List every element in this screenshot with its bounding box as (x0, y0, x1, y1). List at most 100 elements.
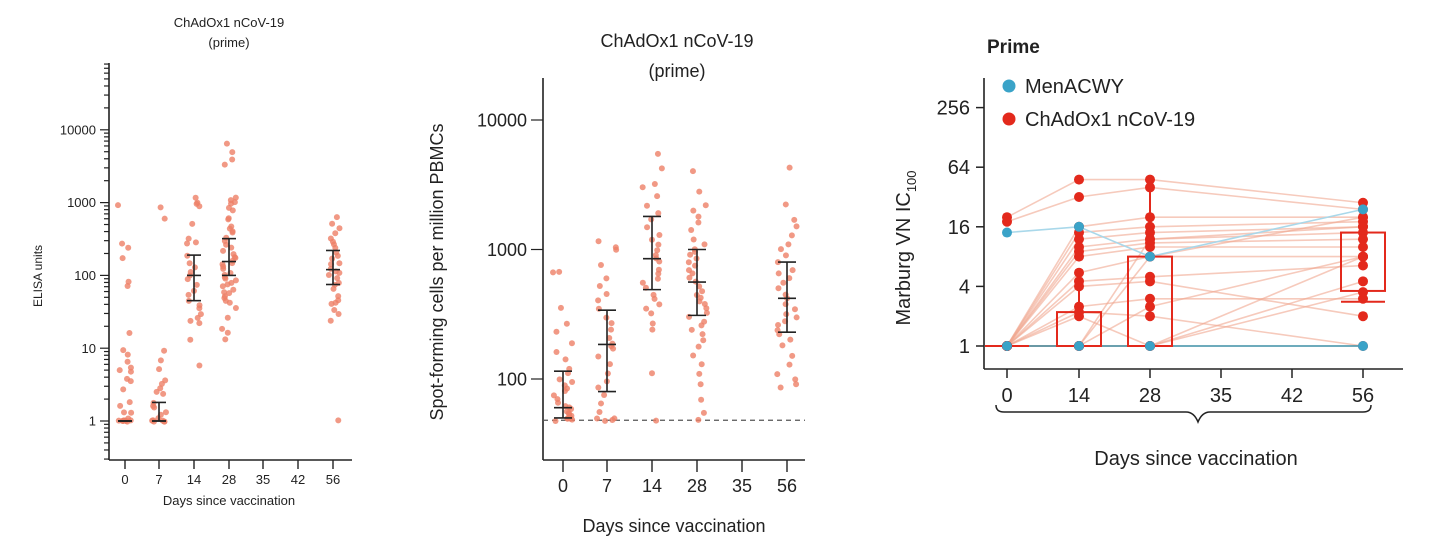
data-point (601, 391, 608, 398)
data-point (697, 381, 704, 388)
data-point (782, 201, 789, 208)
data-point (791, 216, 798, 223)
data-point (775, 270, 782, 277)
y-tick-label: 16 (948, 217, 970, 239)
data-point (191, 264, 198, 271)
data-point (222, 336, 229, 343)
data-point (648, 310, 655, 317)
data-point (232, 304, 239, 311)
data-point (116, 367, 123, 374)
data-point (557, 304, 564, 311)
data-point-menacwy (1074, 341, 1084, 351)
data-point (563, 320, 570, 327)
data-point (224, 281, 231, 288)
data-point (789, 267, 796, 274)
data-point (687, 251, 694, 258)
data-point (643, 305, 650, 312)
data-point (226, 299, 233, 306)
data-point (594, 415, 601, 422)
data-point-chadox1 (1358, 251, 1368, 262)
panel1-title: ChAdOx1 nCoV-19 (174, 15, 285, 30)
data-point (569, 378, 576, 385)
data-point (568, 340, 575, 347)
y-tick-label: 4 (959, 276, 970, 298)
data-point (654, 193, 661, 200)
participant-line-chadox1 (1006, 231, 1364, 347)
data-point (595, 297, 602, 304)
data-point (686, 274, 693, 281)
x-tick-label: 35 (1210, 385, 1232, 407)
data-point (162, 409, 169, 416)
data-point (793, 381, 800, 388)
data-point (655, 210, 662, 217)
x-tick-label: 56 (326, 472, 340, 487)
data-point (219, 325, 226, 332)
x-tick-label: 0 (558, 476, 568, 496)
data-point (127, 368, 134, 375)
data-point-chadox1 (1074, 267, 1084, 278)
data-point (119, 255, 126, 262)
data-point (699, 288, 706, 295)
y-tick-label: 1000 (487, 240, 527, 260)
data-point (335, 293, 342, 300)
x-tick-label: 42 (1281, 385, 1303, 407)
data-point-menacwy (1074, 221, 1084, 232)
data-point (126, 329, 133, 336)
data-point-chadox1 (1358, 287, 1368, 298)
data-point (656, 301, 663, 308)
y-tick-label: 64 (948, 157, 970, 179)
data-point (329, 220, 336, 227)
y-tick-label: 100 (497, 369, 527, 389)
data-point (656, 232, 663, 239)
data-point (649, 326, 656, 333)
data-point (702, 202, 709, 209)
panel3-y-label-subscript: 100 (904, 170, 919, 192)
participant-line-chadox1 (1006, 226, 1364, 347)
data-point (777, 384, 784, 391)
data-point (120, 409, 127, 416)
data-point (656, 258, 663, 265)
data-point (330, 285, 337, 292)
data-point (653, 417, 660, 424)
data-point (332, 244, 339, 251)
data-point (613, 246, 620, 253)
data-point (555, 399, 562, 406)
data-point (791, 306, 798, 313)
data-point (793, 314, 800, 321)
data-point (595, 384, 602, 391)
y-tick-label: 10000 (60, 122, 96, 137)
data-point-chadox1 (1145, 276, 1155, 287)
y-tick-label: 1 (89, 414, 96, 429)
data-point (695, 416, 702, 423)
data-point (119, 240, 126, 247)
data-point-chadox1 (1358, 212, 1368, 223)
data-point (125, 244, 132, 251)
data-point (602, 417, 609, 424)
data-point (655, 241, 662, 248)
data-point (695, 343, 702, 350)
data-point (160, 390, 167, 397)
panel2-y-label: Spot-forming cells per million PBMCs (427, 123, 447, 420)
data-point (788, 232, 795, 239)
data-point (787, 336, 794, 343)
data-point-menacwy (1358, 204, 1368, 215)
panel2-subtitle: (prime) (649, 61, 706, 81)
y-tick-label: 1 (959, 336, 970, 358)
legend-marker-chadox1 (1002, 112, 1016, 126)
participant-line-chadox1 (1006, 297, 1363, 347)
data-point (597, 261, 604, 268)
data-point-chadox1 (1074, 174, 1084, 185)
data-point (655, 270, 662, 277)
panel1-y-label: ELISA units (31, 245, 45, 307)
data-point (789, 352, 796, 359)
y-tick-label: 1000 (67, 195, 96, 210)
panel2-x-label: Days since vaccination (582, 516, 765, 536)
data-point (698, 396, 705, 403)
data-point (786, 164, 793, 171)
data-point (550, 269, 557, 276)
data-point (229, 229, 236, 236)
y-tick-label: 10000 (477, 110, 527, 130)
data-point (639, 279, 646, 286)
data-point (793, 223, 800, 230)
